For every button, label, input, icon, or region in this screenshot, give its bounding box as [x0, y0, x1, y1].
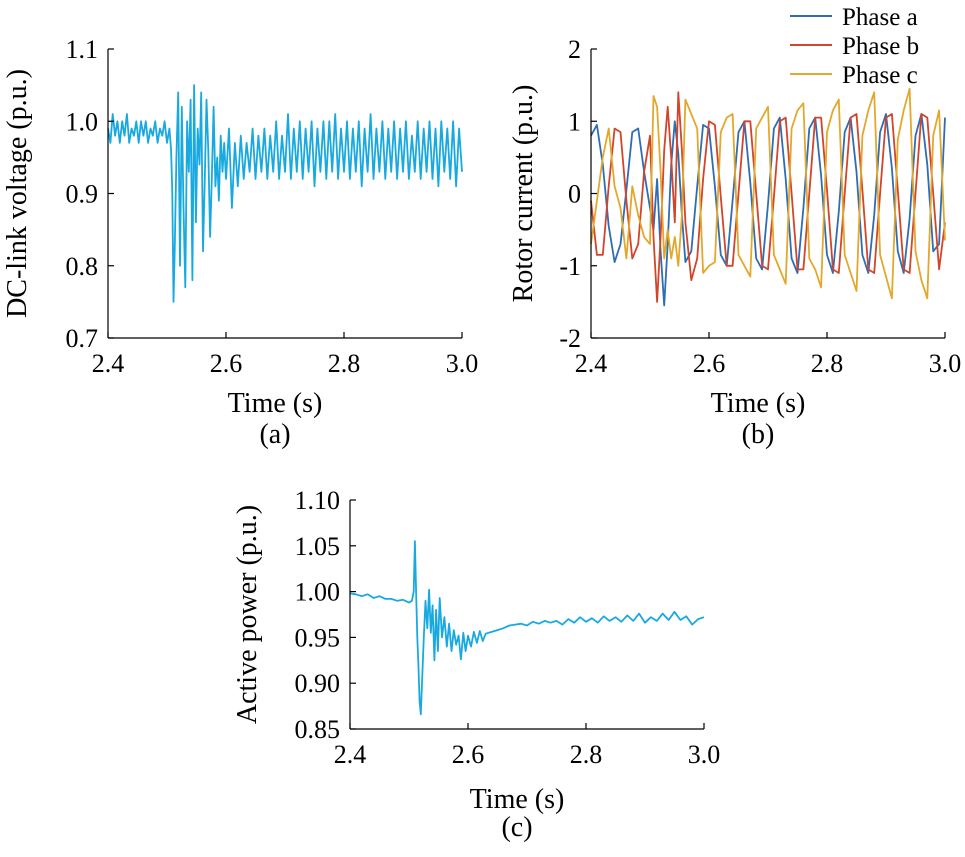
x-axis-label: Time (s)	[228, 388, 323, 419]
panel-label: (b)	[742, 419, 775, 450]
y-tick-label: 1.1	[66, 35, 99, 64]
y-tick-label: 0.9	[66, 180, 99, 209]
x-tick-label: 2.8	[570, 740, 603, 769]
y-axis-label: Rotor current (p.u.)	[508, 85, 539, 303]
y-axis-label: DC-link voltage (p.u.)	[2, 69, 33, 318]
x-tick-label: 3.0	[688, 740, 721, 769]
y-tick-label: 1.10	[295, 486, 341, 515]
x-tick-label: 2.4	[575, 349, 608, 378]
x-tick-label: 2.4	[334, 740, 367, 769]
y-tick-label: 0.95	[295, 623, 341, 652]
y-tick-label: 1.0	[66, 107, 99, 136]
x-axis-label: Time (s)	[711, 388, 806, 419]
legend-label: Phase b	[842, 33, 919, 60]
y-tick-label: 2	[568, 35, 581, 64]
y-tick-label: 1	[568, 107, 581, 136]
x-tick-label: 2.6	[693, 349, 726, 378]
y-tick-label: 1.05	[295, 532, 341, 561]
y-tick-label: 0.85	[295, 715, 341, 744]
series-line-c-0	[349, 540, 705, 716]
series-line-a-0	[107, 84, 463, 303]
series-line-phase-b	[590, 91, 946, 303]
panel-b: 2.4 2.6 2.8 3.0 -2 -1 0 1 2 Time (s) Rotor current…	[508, 4, 961, 450]
y-tick-label: 0	[568, 180, 581, 209]
x-axis-label: Time (s)	[470, 784, 565, 815]
y-tick-label: 0.7	[66, 324, 99, 353]
y-tick-label: -2	[559, 324, 581, 353]
x-tick-label: 2.8	[811, 349, 844, 378]
x-tick-label: 2.8	[328, 349, 361, 378]
x-tick-label: 2.6	[210, 349, 243, 378]
x-tick-label: 3.0	[929, 349, 962, 378]
panel-a: 2.4 2.6 2.8 3.0 0.7 0.8 0.9 1.0 1.1 Time (s) DC-li…	[2, 35, 478, 450]
panel-label: (c)	[501, 812, 532, 843]
legend-label: Phase c	[842, 62, 918, 89]
panel-c: 2.4 2.6 2.8 3.0 0.85 0.90 0.95 1.00 1.05 1.10 Time…	[232, 486, 720, 843]
y-tick-label: 0.8	[66, 252, 99, 281]
y-axis-label: Active power (p.u.)	[232, 505, 263, 724]
x-tick-label: 2.6	[452, 740, 485, 769]
legend-label: Phase a	[842, 4, 918, 31]
y-tick-label: 0.90	[295, 669, 341, 698]
series-line-phase-c	[590, 87, 946, 300]
x-tick-label: 3.0	[446, 349, 479, 378]
y-tick-label: -1	[559, 252, 581, 281]
y-tick-label: 1.00	[295, 578, 341, 607]
x-tick-label: 2.4	[92, 349, 125, 378]
panel-label: (a)	[259, 419, 290, 450]
